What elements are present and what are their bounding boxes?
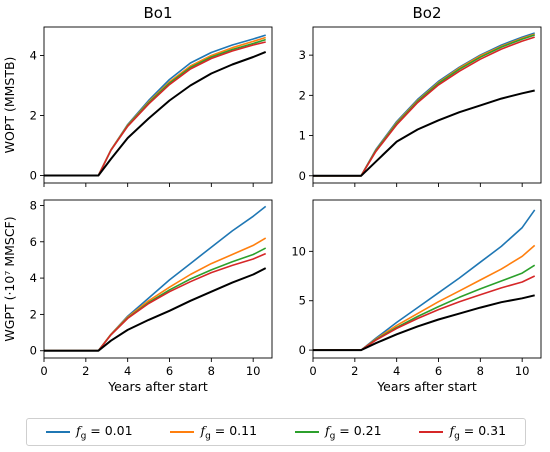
legend-label: fg = 0.31 bbox=[449, 422, 507, 442]
series-line-f-g-0-31 bbox=[313, 275, 536, 351]
axes-frame bbox=[43, 26, 273, 184]
legend-line-swatch bbox=[45, 431, 70, 433]
y-tick-label: 3 bbox=[299, 48, 306, 62]
panel-bottom-right: 0 2 4 6 8 10 0 5 10 Years after start bbox=[291, 199, 542, 394]
y-tick-label: 0 bbox=[299, 169, 306, 183]
legend-line-swatch bbox=[419, 431, 444, 433]
series-line-f-g-0-11 bbox=[44, 237, 267, 352]
x-tick-label: 0 bbox=[309, 364, 316, 378]
legend-item: fg = 0.11 bbox=[170, 422, 258, 442]
series-line-f-g-0-21 bbox=[313, 34, 535, 177]
x-tick-label: 8 bbox=[477, 364, 484, 378]
x-tick-label: 6 bbox=[435, 364, 442, 378]
y-tick-label: 2 bbox=[299, 88, 306, 102]
y-tick-label: 5 bbox=[299, 294, 306, 308]
legend-line-swatch bbox=[170, 431, 195, 433]
legend-item: fg = 0.21 bbox=[294, 422, 382, 442]
series-line-f-g-0-01 bbox=[44, 205, 267, 352]
series-line-f-g-0-31 bbox=[44, 252, 267, 352]
x-tick-label: 10 bbox=[515, 364, 530, 378]
series-line-f-g-0-01 bbox=[44, 34, 266, 177]
series-line-f-g-0-01 bbox=[313, 209, 536, 351]
y-tick-label: 0 bbox=[299, 343, 306, 357]
x-tick-label: 2 bbox=[82, 364, 89, 378]
axes-frame bbox=[312, 199, 542, 359]
x-axis-label: Years after start bbox=[376, 379, 477, 394]
series-line-reference bbox=[313, 294, 535, 352]
x-tick-label: 10 bbox=[246, 364, 261, 378]
y-tick-label: 1 bbox=[299, 129, 306, 143]
series-line-f-g-0-11 bbox=[313, 33, 535, 177]
panel-top-right: 0 1 2 3 Bo2 bbox=[299, 4, 542, 187]
y-tick-label: 4 bbox=[30, 271, 37, 285]
x-tick-label: 0 bbox=[40, 364, 47, 378]
series-line-reference bbox=[44, 50, 267, 177]
panel-title: Bo2 bbox=[412, 4, 441, 22]
series-line-f-g-0-21 bbox=[44, 38, 266, 177]
x-tick-label: 4 bbox=[124, 364, 131, 378]
y-tick-label: 10 bbox=[291, 244, 306, 258]
y-axis-label: WGPT (·10⁷ MMSCF) bbox=[2, 216, 17, 341]
legend: fg = 0.01 fg = 0.11 fg = 0.21 fg = 0.31 bbox=[26, 418, 526, 446]
x-tick-label: 8 bbox=[208, 364, 215, 378]
legend-label: fg = 0.01 bbox=[75, 422, 133, 442]
panel-top-left: 0 2 4 Bo1 WOPT (MMSTB) bbox=[2, 4, 273, 187]
panel-title: Bo1 bbox=[143, 4, 172, 22]
series-line-f-g-0-21 bbox=[313, 264, 536, 351]
axes-frame bbox=[312, 26, 542, 184]
y-tick-label: 6 bbox=[30, 235, 37, 249]
legend-item: fg = 0.31 bbox=[419, 422, 507, 442]
legend-label: fg = 0.11 bbox=[200, 422, 258, 442]
series-line-f-g-0-01 bbox=[313, 32, 535, 177]
series-line-reference bbox=[313, 89, 535, 177]
y-tick-label: 2 bbox=[30, 109, 37, 123]
y-tick-label: 0 bbox=[30, 344, 37, 358]
legend-label: fg = 0.21 bbox=[324, 422, 382, 442]
x-axis-label: Years after start bbox=[107, 379, 208, 394]
series-line-f-g-0-11 bbox=[313, 244, 536, 351]
series-line-f-g-0-31 bbox=[313, 36, 535, 177]
axes-frame bbox=[43, 199, 273, 359]
y-tick-label: 2 bbox=[30, 307, 37, 321]
series-line-reference bbox=[44, 267, 267, 352]
legend-line-swatch bbox=[294, 431, 319, 433]
y-tick-label: 0 bbox=[30, 169, 37, 183]
y-axis-label: WOPT (MMSTB) bbox=[2, 57, 17, 154]
x-tick-label: 2 bbox=[351, 364, 358, 378]
legend-item: fg = 0.01 bbox=[45, 422, 133, 442]
y-tick-label: 8 bbox=[30, 198, 37, 212]
y-tick-label: 4 bbox=[30, 49, 37, 63]
series-line-f-g-0-31 bbox=[44, 41, 266, 177]
series-line-f-g-0-11 bbox=[44, 36, 266, 177]
x-tick-label: 4 bbox=[393, 364, 400, 378]
x-tick-label: 6 bbox=[166, 364, 173, 378]
